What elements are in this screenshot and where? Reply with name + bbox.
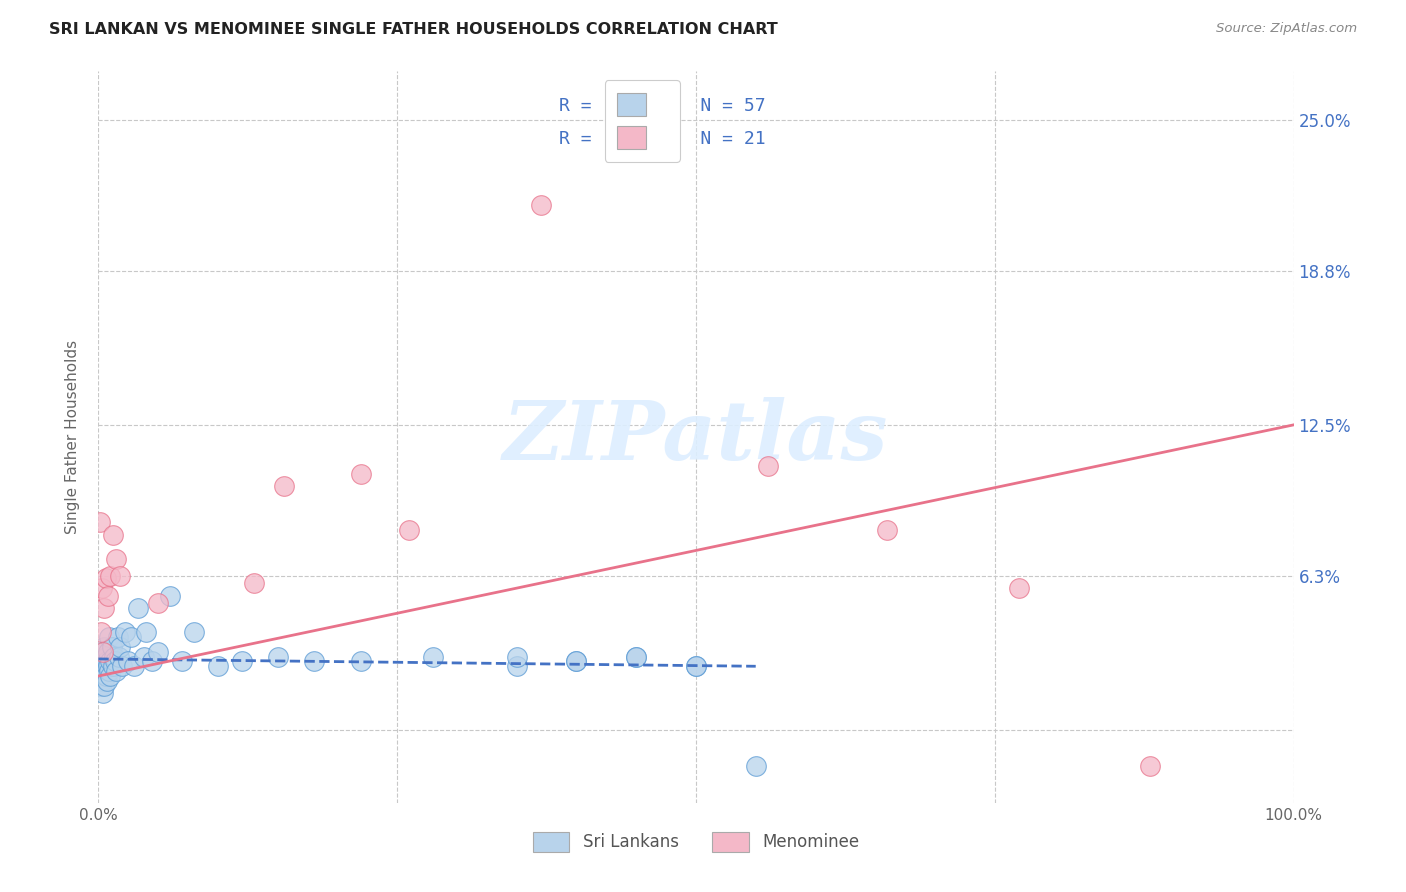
Point bbox=[101, 527, 124, 541]
Point bbox=[93, 679, 115, 693]
Point bbox=[101, 659, 124, 673]
Point bbox=[398, 523, 420, 537]
Point bbox=[93, 640, 115, 654]
Point bbox=[350, 654, 373, 668]
Point bbox=[422, 649, 444, 664]
Point bbox=[91, 659, 114, 673]
Point bbox=[135, 625, 157, 640]
Point bbox=[127, 600, 149, 615]
Point bbox=[148, 645, 170, 659]
Point bbox=[90, 649, 112, 664]
Point bbox=[97, 645, 120, 659]
Point bbox=[231, 654, 253, 668]
Point bbox=[108, 640, 131, 654]
Point bbox=[97, 589, 120, 603]
Point bbox=[530, 198, 553, 212]
Point bbox=[148, 596, 170, 610]
Text: Source: ZipAtlas.com: Source: ZipAtlas.com bbox=[1216, 22, 1357, 36]
Point bbox=[89, 654, 111, 668]
Point bbox=[685, 659, 707, 673]
Point bbox=[132, 649, 155, 664]
Point bbox=[105, 664, 128, 678]
Point bbox=[98, 669, 122, 683]
Point bbox=[96, 673, 118, 688]
Point bbox=[172, 654, 194, 668]
Point bbox=[183, 625, 205, 640]
Point bbox=[108, 569, 131, 583]
Point bbox=[100, 640, 122, 654]
Point bbox=[93, 662, 115, 676]
Point bbox=[90, 679, 112, 693]
Point bbox=[103, 649, 125, 664]
Point bbox=[91, 645, 114, 659]
Point bbox=[98, 569, 122, 583]
Point bbox=[89, 669, 111, 683]
Point bbox=[120, 630, 142, 644]
Point bbox=[302, 654, 325, 668]
Point bbox=[685, 659, 707, 673]
Point bbox=[626, 649, 648, 664]
Point bbox=[96, 654, 118, 668]
Point bbox=[94, 572, 117, 586]
Point bbox=[98, 664, 121, 678]
Point bbox=[876, 523, 898, 537]
Point bbox=[97, 659, 120, 673]
Y-axis label: Single Father Households: Single Father Households bbox=[65, 340, 80, 534]
Point bbox=[105, 552, 128, 566]
Point bbox=[267, 649, 290, 664]
Point bbox=[114, 625, 136, 640]
Text: R =  0.522   N = 21: R = 0.522 N = 21 bbox=[558, 129, 765, 148]
Point bbox=[90, 625, 112, 640]
Point bbox=[98, 654, 122, 668]
Point bbox=[565, 654, 588, 668]
Point bbox=[107, 630, 129, 644]
Point bbox=[159, 589, 181, 603]
Point bbox=[91, 673, 114, 688]
Text: ZIPatlas: ZIPatlas bbox=[503, 397, 889, 477]
Point bbox=[98, 630, 121, 644]
Point bbox=[243, 576, 266, 591]
Point bbox=[91, 686, 114, 700]
Text: SRI LANKAN VS MENOMINEE SINGLE FATHER HOUSEHOLDS CORRELATION CHART: SRI LANKAN VS MENOMINEE SINGLE FATHER HO… bbox=[49, 22, 778, 37]
Text: R = -0.055   N = 57: R = -0.055 N = 57 bbox=[558, 97, 765, 115]
Point bbox=[273, 479, 295, 493]
Point bbox=[107, 649, 129, 664]
Point bbox=[565, 654, 588, 668]
Point bbox=[350, 467, 373, 481]
Legend: Sri Lankans, Menominee: Sri Lankans, Menominee bbox=[524, 823, 868, 860]
Point bbox=[626, 649, 648, 664]
Point bbox=[141, 654, 163, 668]
Point bbox=[91, 581, 114, 595]
Point bbox=[93, 600, 115, 615]
Point bbox=[117, 654, 139, 668]
Point bbox=[124, 659, 146, 673]
Point bbox=[1008, 581, 1031, 595]
Point bbox=[506, 659, 529, 673]
Point bbox=[1139, 759, 1161, 773]
Point bbox=[207, 659, 229, 673]
Point bbox=[91, 645, 114, 659]
Point bbox=[94, 649, 117, 664]
Point bbox=[89, 516, 111, 530]
Point bbox=[94, 669, 117, 683]
Point bbox=[104, 654, 127, 668]
Point bbox=[111, 659, 134, 673]
Point bbox=[756, 459, 779, 474]
Point bbox=[506, 649, 529, 664]
Point bbox=[745, 759, 768, 773]
